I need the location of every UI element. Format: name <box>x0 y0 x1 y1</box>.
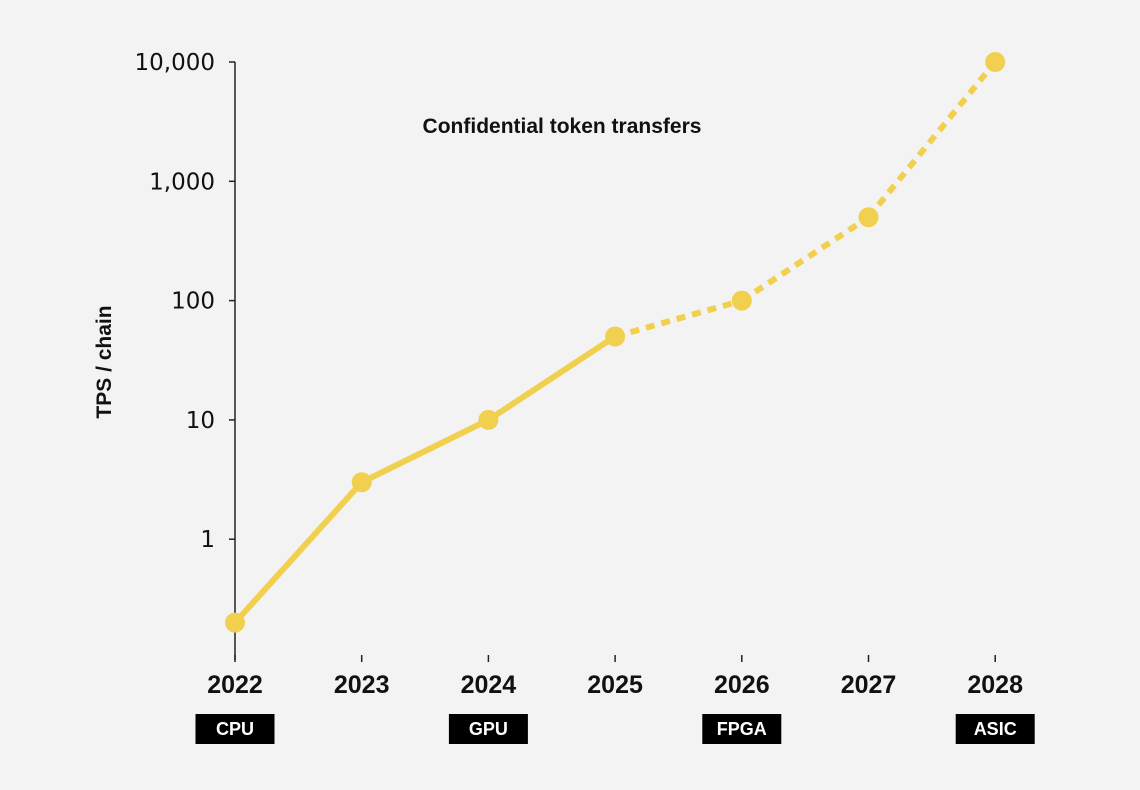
chart-title: Confidential token transfers <box>423 115 702 138</box>
y-tick-label: 10 <box>186 408 215 434</box>
x-tick-label: 2024 <box>461 671 517 699</box>
y-tick-label: 100 <box>171 289 215 315</box>
hardware-badge: CPU <box>195 714 275 744</box>
hardware-badge-label: GPU <box>469 719 508 739</box>
series-line-segment-solid <box>485 333 619 423</box>
series-line-segment-solid <box>358 416 492 486</box>
x-tick-label: 2026 <box>714 671 770 699</box>
x-tick-label: 2023 <box>334 671 390 699</box>
hardware-badge: FPGA <box>702 714 782 744</box>
data-point <box>858 207 879 228</box>
series-line-segment-dashed <box>866 60 998 220</box>
x-tick-label: 2025 <box>587 671 643 699</box>
data-point <box>605 326 626 347</box>
hardware-badge-bg <box>955 714 1035 744</box>
series-line-segment-dashed <box>614 297 743 340</box>
hardware-badge-bg <box>702 714 782 744</box>
data-point <box>985 52 1006 72</box>
series-line-segment-solid <box>232 479 365 626</box>
y-axis-label: TPS / chain <box>93 305 116 418</box>
x-tick-label: 2022 <box>207 671 263 699</box>
y-tick-label: 1,000 <box>149 169 215 195</box>
x-tick-label: 2028 <box>967 671 1023 699</box>
hardware-badge-bg <box>448 714 528 744</box>
series-lines <box>232 60 998 626</box>
hardware-badges: CPU GPU FPGA ASIC <box>195 714 1035 744</box>
y-tick-label: 10,000 <box>135 50 215 76</box>
data-points <box>225 52 1006 633</box>
hardware-badge: GPU <box>448 714 528 744</box>
x-ticks: 2022 2023 2024 2025 2026 2027 2028 <box>207 655 1023 699</box>
y-tick-label: 1 <box>200 527 215 553</box>
data-point <box>225 612 245 633</box>
hardware-badge: ASIC <box>955 714 1035 744</box>
x-tick-label: 2027 <box>841 671 897 699</box>
y-ticks: 1 10 100 1,000 10,000 <box>135 50 235 553</box>
hardware-badge-bg <box>195 714 275 744</box>
series-line-segment-dashed <box>740 214 871 304</box>
hardware-badge-label: FPGA <box>717 719 767 739</box>
hardware-badge-label: ASIC <box>974 719 1017 739</box>
data-point <box>351 472 372 493</box>
data-point <box>731 290 752 311</box>
hardware-badge-label: CPU <box>216 719 254 739</box>
data-point <box>478 409 499 430</box>
